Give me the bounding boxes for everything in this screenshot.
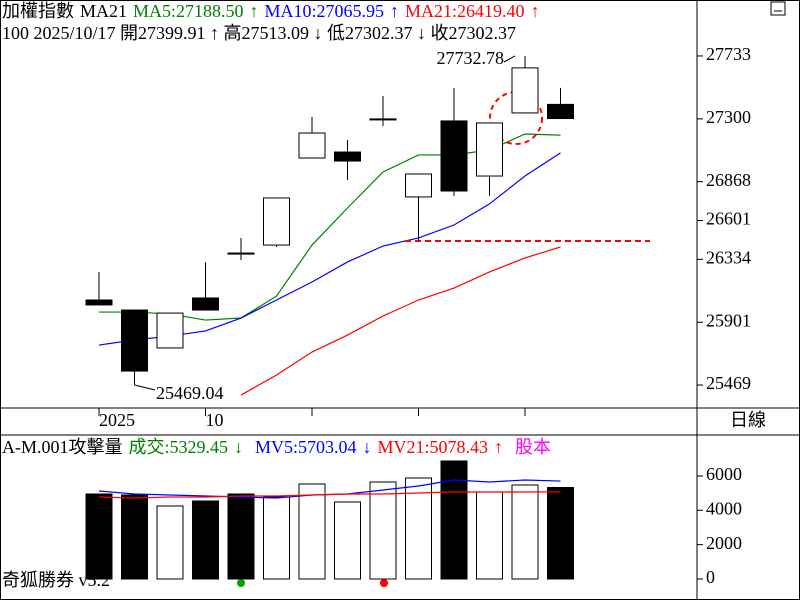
x-tick-label: 10 bbox=[206, 410, 224, 430]
volume-bar bbox=[298, 483, 326, 580]
y-tick-label: 27300 bbox=[706, 107, 751, 127]
x-tick-label: 2025 bbox=[99, 410, 135, 430]
candle-body bbox=[263, 197, 290, 246]
footer: 奇狐勝券 v5.2 bbox=[2, 570, 110, 590]
annotation-line bbox=[503, 55, 516, 63]
volume-bar bbox=[476, 491, 503, 580]
volume-label: 成交:5329.45 ↓ bbox=[129, 437, 250, 457]
ma-line bbox=[98, 491, 561, 499]
y-tick-label: 26601 bbox=[706, 209, 751, 229]
price-header: 加權指數 MA21 MA5:27188.50 ↑ MA10:27065.95 ↑ MA21:… bbox=[2, 0, 696, 22]
volume-bar bbox=[156, 505, 184, 580]
trend: ↓ bbox=[362, 437, 372, 457]
candle-body bbox=[476, 122, 503, 177]
extra-label: 股本 bbox=[515, 437, 552, 457]
signal-dot bbox=[237, 579, 245, 587]
legend-label: MA10:27065.95 bbox=[264, 1, 385, 21]
volume-bar bbox=[511, 484, 539, 580]
trend: ↑ bbox=[494, 437, 504, 457]
signal-dot bbox=[380, 579, 388, 587]
legend-item: MA10:27065.95 ↑ bbox=[265, 1, 400, 21]
volume-bar bbox=[192, 500, 219, 580]
legend-label: MV21:5078.43 bbox=[377, 437, 489, 457]
trend: ↑ bbox=[249, 1, 259, 21]
y-tick-label: 6000 bbox=[706, 464, 742, 484]
volume-bar bbox=[334, 501, 361, 580]
y-tick-label: 27733 bbox=[706, 44, 751, 64]
candle-body bbox=[156, 312, 184, 349]
price-info: 100 2025/10/17 開27399.91 ↑ 高27513.09 ↓ 低… bbox=[2, 22, 696, 44]
volume-bar bbox=[440, 460, 468, 580]
trend: ↓ bbox=[234, 437, 244, 457]
low-annotation: 25469.04 bbox=[156, 383, 224, 403]
volume-bar bbox=[547, 486, 574, 580]
trend: ↑ bbox=[390, 1, 400, 21]
y-tick-label: 26868 bbox=[706, 170, 751, 190]
chart-title: A-M.001攻擊量 bbox=[2, 437, 123, 457]
legend-item: MV21:5078.43 ↑ bbox=[378, 437, 504, 457]
candle-body bbox=[369, 118, 397, 121]
ma-line bbox=[240, 246, 561, 396]
candle-body bbox=[121, 309, 148, 372]
y-tick-label: 25469 bbox=[706, 373, 751, 393]
chart-subtitle: MA21 bbox=[80, 1, 128, 21]
legend-label: MA21:26419.40 bbox=[405, 1, 525, 21]
y-tick-label: 26334 bbox=[706, 247, 751, 267]
candle-body bbox=[511, 67, 539, 114]
volume-bar bbox=[405, 477, 432, 580]
y-tick-label: 0 bbox=[706, 567, 715, 587]
volume-bar bbox=[263, 496, 290, 580]
info: 100 2025/10/17 開27399.91 ↑ 高27513.09 ↓ 低… bbox=[2, 23, 517, 43]
y-tick-label: 2000 bbox=[706, 533, 742, 553]
high-annotation: 27732.78 bbox=[437, 48, 505, 68]
volume-value: 成交:5329.45 bbox=[128, 437, 229, 457]
legend: MV5:5703.04 ↓ MV21:5078.43 ↑ bbox=[255, 437, 509, 457]
candle-body bbox=[334, 151, 361, 162]
volume-header: A-M.001攻擊量 成交:5329.45 ↓ MV5:5703.04 ↓ MV21:50… bbox=[2, 436, 696, 458]
volume-bar bbox=[121, 494, 148, 580]
candle-body bbox=[440, 120, 468, 192]
volume-bar bbox=[369, 481, 397, 580]
chart-title: 加權指數 bbox=[2, 1, 74, 21]
candle-body bbox=[547, 103, 574, 120]
candle-body bbox=[298, 132, 326, 159]
legend-label: MA5:27188.50 bbox=[133, 1, 244, 21]
candle-body bbox=[192, 297, 219, 311]
candle-body bbox=[227, 252, 255, 255]
legend-item: MA5:27188.50 ↑ bbox=[133, 1, 259, 21]
legend: MA5:27188.50 ↑ MA10:27065.95 ↑ MA21:26419.40… bbox=[133, 1, 546, 21]
legend-label: MV5:5703.04 bbox=[255, 437, 357, 457]
volume-bar bbox=[227, 493, 255, 580]
candle-body bbox=[85, 299, 113, 306]
y-tick-label: 4000 bbox=[706, 498, 742, 518]
window-icon[interactable] bbox=[770, 1, 786, 16]
candle-body bbox=[405, 173, 432, 198]
annotation-line bbox=[134, 384, 156, 391]
volume-bar bbox=[85, 493, 113, 580]
trend: ↑ bbox=[530, 1, 540, 21]
period-label: 日線 bbox=[730, 410, 766, 430]
legend-item: MA21:26419.40 ↑ bbox=[405, 1, 540, 21]
y-tick-label: 25901 bbox=[706, 310, 751, 330]
legend-item: MV5:5703.04 ↓ bbox=[255, 437, 372, 457]
